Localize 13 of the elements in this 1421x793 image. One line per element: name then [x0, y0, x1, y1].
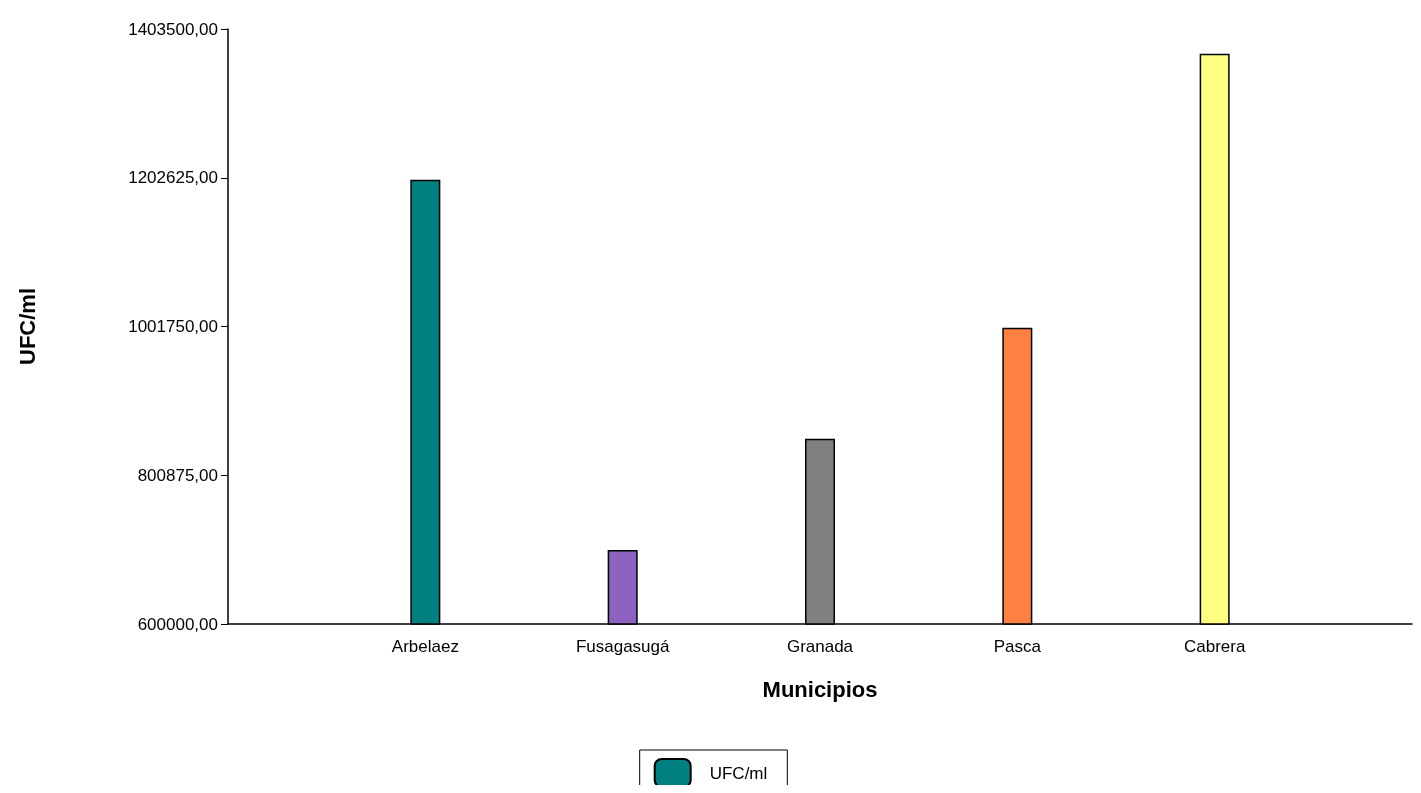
- x-tick-label: Pasca: [993, 637, 1042, 656]
- x-tick-label: Cabrera: [1183, 637, 1246, 656]
- y-tick-label: 600000,00: [137, 614, 218, 634]
- y-tick-label: 800875,00: [137, 465, 218, 485]
- y-tick-label: 1403500,00: [128, 19, 218, 39]
- x-tick-label: Arbelaez: [391, 637, 459, 656]
- legend-label: UFC/ml: [709, 763, 768, 783]
- x-tick-label: Granada: [786, 637, 854, 656]
- y-tick-label: 1001750,00: [128, 317, 218, 336]
- x-axis-title: Municipios: [762, 676, 878, 702]
- x-tick-label: Fusagasugá: [575, 637, 670, 656]
- y-axis-title: UFC/ml: [14, 288, 40, 365]
- y-tick-label: 1202625,00: [128, 168, 218, 188]
